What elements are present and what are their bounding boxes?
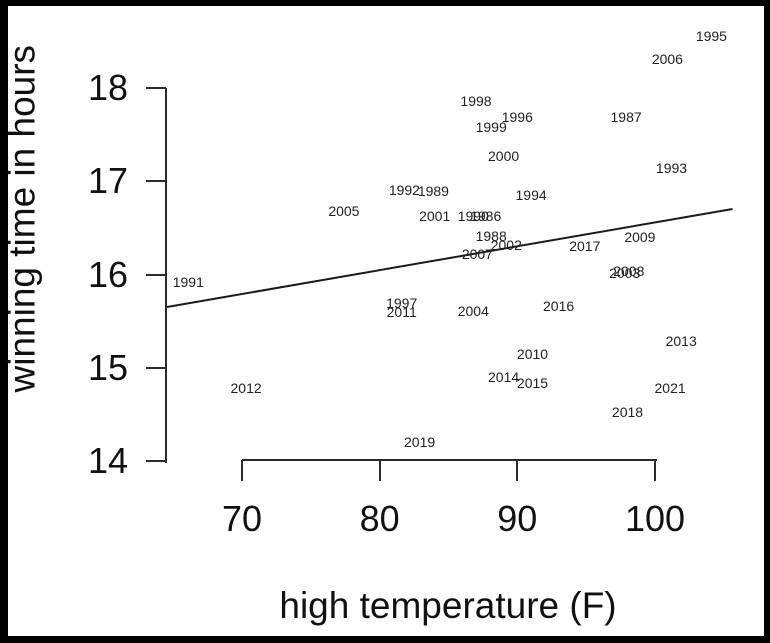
point-label-2019: 2019 xyxy=(404,434,436,451)
point-label-2014: 2014 xyxy=(488,369,520,386)
point-label-2003: 2003 xyxy=(609,264,641,281)
point-label-2001: 2001 xyxy=(419,207,451,224)
point-label-1994: 1994 xyxy=(515,187,547,204)
y-axis-line xyxy=(165,88,167,463)
point-label-2017: 2017 xyxy=(569,237,601,254)
point-label-1990: 1990 xyxy=(457,207,489,224)
y-tick-mark xyxy=(146,460,166,462)
point-label-2015: 2015 xyxy=(516,374,549,391)
point-label-1998: 1998 xyxy=(460,93,492,110)
x-tick-mark xyxy=(516,460,519,481)
x-tick-mark xyxy=(654,460,656,481)
x-tick-label: 70 xyxy=(221,498,263,539)
point-label-2007: 2007 xyxy=(461,246,493,262)
x-tick-label: 100 xyxy=(624,498,686,539)
point-label-2006: 2006 xyxy=(651,51,683,68)
point-label-1995: 1995 xyxy=(695,27,727,44)
y-tick-mark xyxy=(146,180,166,183)
point-label-1991: 1991 xyxy=(172,274,204,290)
x-tick-mark xyxy=(378,460,381,481)
x-axis-line xyxy=(242,459,657,461)
point-label-1999: 1999 xyxy=(475,119,507,136)
point-label-2004: 2004 xyxy=(457,302,489,319)
x-tick-label: 80 xyxy=(359,498,400,539)
point-label-2011: 2011 xyxy=(386,303,417,320)
point-label-2012: 2012 xyxy=(230,380,262,397)
point-label-2013: 2013 xyxy=(665,332,697,349)
point-label-2016: 2016 xyxy=(543,298,575,315)
point-label-2000: 2000 xyxy=(488,148,520,165)
point-label-1997: 1997 xyxy=(386,295,418,312)
point-label-2021: 2021 xyxy=(654,380,686,397)
y-tick-label: 18 xyxy=(87,67,128,108)
point-label-2018: 2018 xyxy=(611,403,644,420)
point-label-1993: 1993 xyxy=(655,160,688,177)
point-label-2002: 2002 xyxy=(490,236,522,253)
point-label-1988: 1988 xyxy=(475,228,507,245)
y-tick-mark xyxy=(146,87,166,89)
x-tick-mark xyxy=(241,460,243,481)
plot-canvas xyxy=(8,6,764,636)
x-axis-title: high temperature (F) xyxy=(279,585,617,626)
y-tick-label: 17 xyxy=(87,160,128,202)
point-label-1989: 1989 xyxy=(417,182,449,199)
point-label-1992: 1992 xyxy=(388,181,420,198)
point-label-1986: 1986 xyxy=(470,207,502,224)
y-tick-mark xyxy=(146,366,166,369)
y-tick-mark xyxy=(146,273,166,276)
point-label-2010: 2010 xyxy=(516,345,549,362)
y-axis-title: winning time in hours xyxy=(1,44,43,393)
y-tick-label: 15 xyxy=(87,346,128,388)
y-tick-label: 16 xyxy=(87,253,128,295)
point-label-2005: 2005 xyxy=(328,203,360,220)
y-tick-label: 14 xyxy=(87,440,128,481)
point-label-1987: 1987 xyxy=(610,108,642,125)
point-label-1996: 1996 xyxy=(501,108,533,125)
point-label-2008: 2008 xyxy=(613,262,645,279)
point-label-2009: 2009 xyxy=(624,229,656,246)
x-tick-label: 90 xyxy=(497,498,538,539)
